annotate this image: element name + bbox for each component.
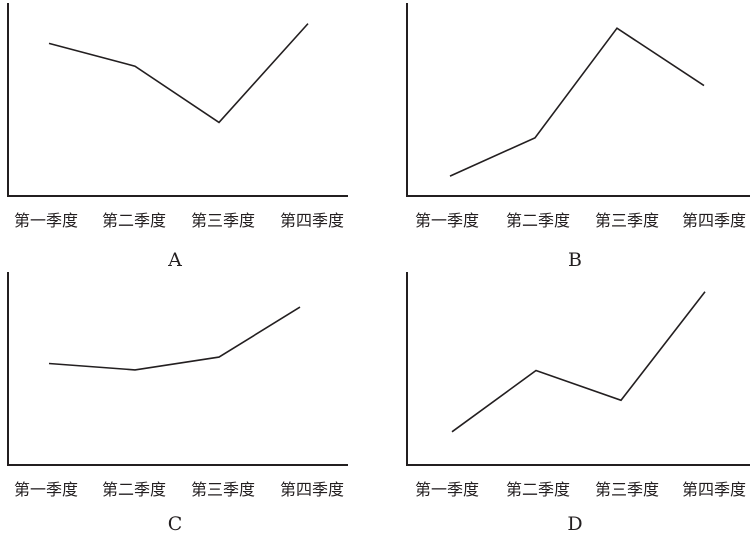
- chart-panel-c: 第一季度 第二季度 第三季度 第四季度 C: [7, 272, 348, 535]
- chart-panel-b: 第一季度 第二季度 第三季度 第四季度 B: [406, 3, 750, 271]
- panel-label: A: [167, 249, 182, 271]
- series-line: [48, 306, 301, 371]
- chart-panel-d: 第一季度 第二季度 第三季度 第四季度 D: [406, 272, 750, 535]
- x-tick-label: 第三季度: [595, 211, 659, 230]
- panel-label: D: [567, 513, 582, 535]
- x-tick-label: 第三季度: [191, 480, 255, 499]
- x-tick-label: 第四季度: [682, 211, 746, 230]
- panel-label: B: [568, 249, 582, 271]
- series-line: [449, 27, 705, 177]
- x-tick-label: 第三季度: [191, 211, 255, 230]
- x-tick-label: 第一季度: [415, 480, 479, 499]
- x-tick-label: 第四季度: [682, 480, 746, 499]
- chart-panel-a: 第一季度 第二季度 第三季度 第四季度 A: [7, 3, 348, 271]
- x-tick-label: 第一季度: [14, 211, 78, 230]
- panel-label: C: [168, 513, 183, 535]
- x-tick-label: 第四季度: [280, 211, 344, 230]
- x-tick-label: 第二季度: [506, 480, 570, 499]
- x-tick-label: 第一季度: [14, 480, 78, 499]
- x-tick-label: 第一季度: [415, 211, 479, 230]
- series-line: [48, 23, 309, 124]
- x-tick-label: 第四季度: [280, 480, 344, 499]
- x-tick-label: 第三季度: [595, 480, 659, 499]
- x-tick-label: 第二季度: [102, 480, 166, 499]
- x-tick-label: 第二季度: [102, 211, 166, 230]
- series-line: [451, 291, 706, 433]
- x-tick-label: 第二季度: [506, 211, 570, 230]
